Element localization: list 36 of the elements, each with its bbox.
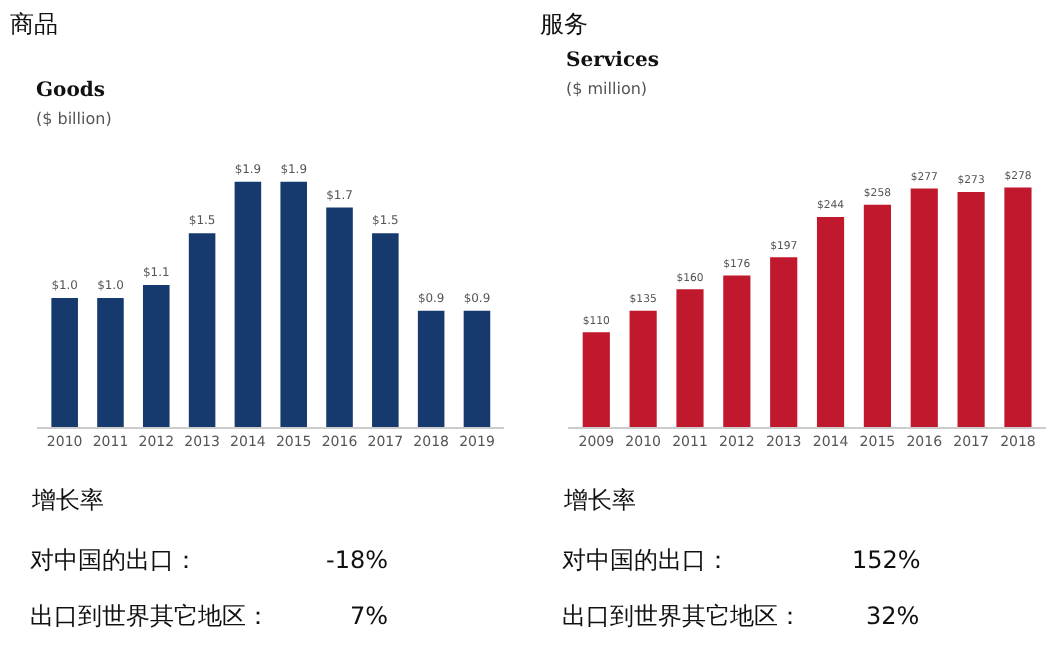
text: 出口到世界其它地区： <box>30 602 270 630</box>
text: 增长率 <box>30 486 104 514</box>
text: 7% <box>350 602 389 630</box>
bar <box>582 332 610 427</box>
chart-title: 商品 <box>10 10 58 38</box>
bar <box>770 257 798 427</box>
text: 出口到世界其它地区： <box>562 602 802 630</box>
text: 增长率 <box>562 486 636 514</box>
bar <box>417 310 445 427</box>
bar <box>280 181 308 427</box>
bar <box>816 216 845 427</box>
bar <box>863 204 891 427</box>
text: 32% <box>866 602 920 630</box>
bar <box>97 297 124 427</box>
bar <box>910 188 938 427</box>
bar <box>1004 187 1032 427</box>
chart-subtitle: Goods <box>36 80 106 102</box>
bar <box>676 289 704 427</box>
text: 对中国的出口： <box>30 546 198 574</box>
text: 152% <box>852 546 921 574</box>
bar <box>51 297 78 427</box>
bar <box>629 310 657 427</box>
bar <box>957 191 985 427</box>
text: ($ billion) <box>36 110 112 128</box>
text: 对中国的出口： <box>562 546 730 574</box>
bar <box>234 181 262 427</box>
chart-subtitle: Services <box>566 50 660 72</box>
bar <box>723 275 751 427</box>
bar <box>463 310 491 427</box>
text: ($ million) <box>566 80 648 98</box>
bar <box>326 207 353 427</box>
bar <box>142 284 170 427</box>
bar <box>372 233 399 427</box>
chart-title: 服务 <box>540 10 588 38</box>
text: -18% <box>326 546 389 574</box>
bar <box>188 233 216 427</box>
